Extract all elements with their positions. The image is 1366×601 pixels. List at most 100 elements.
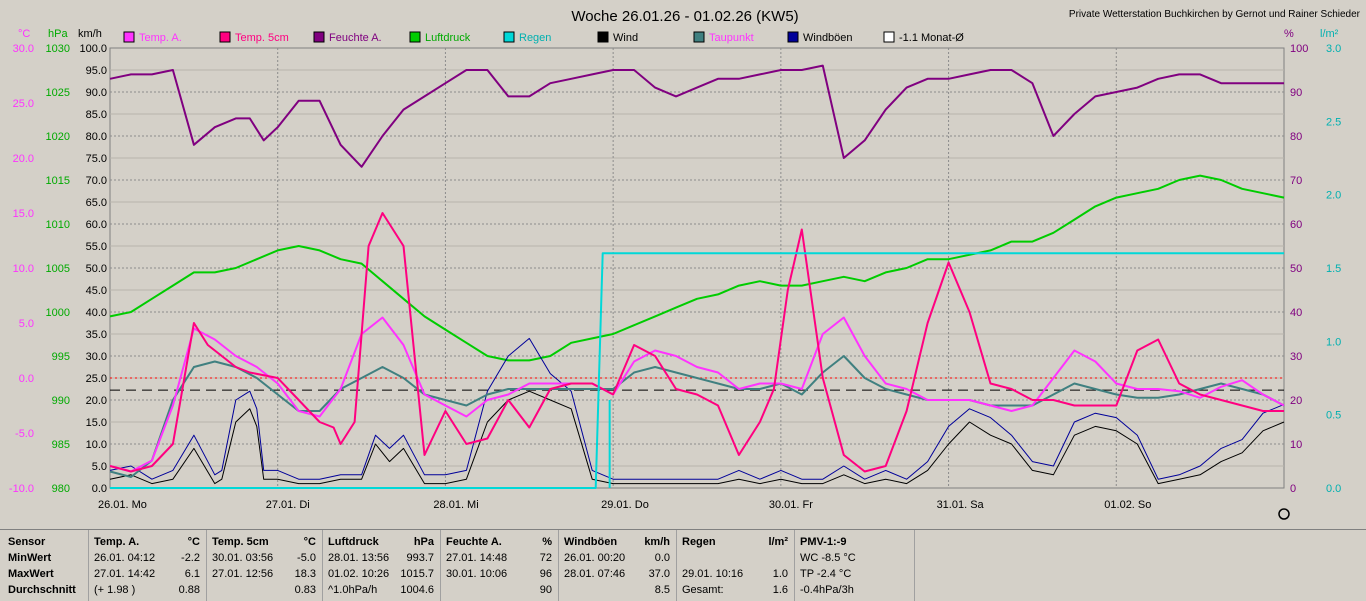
- legend-swatch: [693, 31, 705, 43]
- legend-swatch: [123, 31, 135, 43]
- table-column-unit: km/h: [644, 536, 670, 548]
- percent-tick-label: 80: [1290, 131, 1302, 143]
- table-cell-value: 72: [539, 552, 552, 564]
- table-column: PMV-1:-9 WC -8.5 °C TP -2.4 °C -0.4hPa/3h: [794, 530, 915, 601]
- rain-tick-label: 2.5: [1326, 116, 1341, 128]
- table-cell-value: 90: [539, 584, 552, 596]
- table-cell-label: -0.4hPa/3h: [800, 584, 854, 596]
- table-cell-value: 6.1: [184, 568, 200, 580]
- table-column: Windböen km/h 26.01. 00:20 0.0 28.01. 07:46 3…: [558, 530, 677, 601]
- kmh-tick-label: 45.0: [86, 285, 107, 297]
- unit-rain: l/m²: [1320, 28, 1339, 40]
- kmh-tick-label: 50.0: [86, 263, 107, 275]
- table-cell-label: 27.01. 12:56: [212, 568, 274, 580]
- table-column-unit: %: [542, 536, 552, 548]
- kmh-tick-label: 90.0: [86, 87, 107, 99]
- percent-tick-label: 0: [1290, 483, 1296, 495]
- percent-tick-label: 100: [1290, 43, 1308, 55]
- table-column-title: Luftdruck: [328, 536, 379, 548]
- rain-tick-label: 2.0: [1326, 190, 1341, 202]
- row-label-avg: Durchschnitt: [8, 584, 76, 596]
- hpa-tick-label: 990: [52, 395, 70, 407]
- legend-label: Temp. A.: [139, 32, 182, 44]
- legend-label: Temp. 5cm: [235, 32, 289, 44]
- table-cell-value: 993.7: [406, 552, 434, 564]
- day-label: 30.01. Fr: [769, 499, 813, 511]
- table-cell-value: 37.0: [648, 568, 670, 580]
- kmh-tick-label: 10.0: [86, 439, 107, 451]
- table-column-unit: l/m²: [768, 536, 788, 548]
- table-cell-value: -2.2: [181, 552, 200, 564]
- table-column: Temp. A. °C 26.01. 04:12 -2.2 27.01. 14:42 6.…: [88, 530, 207, 601]
- celsius-tick-label: 20.0: [13, 153, 34, 165]
- celsius-tick-label: -5.0: [15, 428, 34, 440]
- table-cell-label: 27.01. 14:48: [446, 552, 508, 564]
- hpa-tick-label: 1030: [46, 43, 70, 55]
- table-column-title: Temp. 5cm: [212, 536, 269, 548]
- hpa-tick-label: 1020: [46, 131, 70, 143]
- legend-label: -1.1 Monat-Ø: [899, 32, 964, 44]
- day-label: 29.01. Do: [601, 499, 649, 511]
- table-cell-label: ^1.0hPa/h: [328, 584, 378, 596]
- table-column: Feuchte A.% 27.01. 14:48 72 30.01. 10:06 96 9…: [440, 530, 559, 601]
- legend-swatch: [219, 31, 231, 43]
- celsius-tick-label: -10.0: [9, 483, 34, 495]
- table-cell-label: 27.01. 14:42: [94, 568, 156, 580]
- kmh-tick-label: 35.0: [86, 329, 107, 341]
- kmh-tick-label: 95.0: [86, 65, 107, 77]
- table-cell-value: 1.6: [772, 584, 788, 596]
- kmh-tick-label: 40.0: [86, 307, 107, 319]
- table-cell-label: WC -8.5 °C: [800, 552, 856, 564]
- kmh-tick-label: 0.0: [92, 483, 107, 495]
- hpa-tick-label: 1000: [46, 307, 70, 319]
- rain-tick-label: 0.0: [1326, 483, 1341, 495]
- row-label-max: MaxWert: [8, 568, 54, 580]
- rain-tick-label: 0.5: [1326, 410, 1341, 422]
- legend-swatch: [503, 31, 515, 43]
- percent-tick-label: 60: [1290, 219, 1302, 231]
- table-column-title: Windböen: [564, 536, 618, 548]
- day-label: 01.02. So: [1104, 499, 1151, 511]
- kmh-tick-label: 75.0: [86, 153, 107, 165]
- kmh-tick-label: 100.0: [79, 43, 107, 55]
- table-column-title: Regen: [682, 536, 716, 548]
- series-line-taupunkt: [109, 355, 1285, 478]
- celsius-tick-label: 10.0: [13, 263, 34, 275]
- table-column: Regen l/m² 29.01. 10:16 1.0 Gesamt: 1.6: [676, 530, 795, 601]
- table-cell-label: 28.01. 13:56: [328, 552, 390, 564]
- x-axis: 26.01. Mo 27.01. Di 28.01. Mi 29.01. Do 30.0…: [98, 499, 1151, 511]
- legend-swatch: [409, 31, 421, 43]
- table-cell-label: 01.02. 10:26: [328, 568, 390, 580]
- right-axes: 10090807060504030201003.02.52.01.51.00.5…: [1290, 43, 1341, 495]
- hpa-tick-label: 1005: [46, 263, 70, 275]
- hpa-tick-label: 980: [52, 483, 70, 495]
- unit-kmh: km/h: [78, 28, 102, 40]
- percent-tick-label: 10: [1290, 439, 1302, 451]
- legend-label: Feuchte A.: [329, 32, 382, 44]
- table-column-title: Temp. A.: [94, 536, 140, 548]
- kmh-tick-label: 5.0: [92, 461, 107, 473]
- kmh-tick-label: 25.0: [86, 373, 107, 385]
- table-cell-value: 96: [539, 568, 552, 580]
- hpa-tick-label: 1025: [46, 87, 70, 99]
- hpa-tick-label: 985: [52, 439, 70, 451]
- series-line-windb-en: [109, 337, 1285, 480]
- table-cell-value: 18.3: [294, 568, 316, 580]
- plot-area: [109, 47, 1285, 489]
- table-cell-value: 1015.7: [400, 568, 434, 580]
- table-cell-label: 30.01. 03:56: [212, 552, 274, 564]
- table-column-unit: °C: [303, 536, 316, 548]
- chart-title: Woche 26.01.26 - 01.02.26 (KW5): [571, 8, 798, 25]
- legend-label: Wind: [613, 32, 638, 44]
- percent-tick-label: 70: [1290, 175, 1302, 187]
- day-label: 27.01. Di: [266, 499, 310, 511]
- hpa-tick-label: 995: [52, 351, 70, 363]
- series-line-temp-a: [109, 316, 1285, 473]
- series-line-feuchte-a: [109, 64, 1284, 168]
- legend-label: Regen: [519, 32, 551, 44]
- table-column-title: PMV-1:-9: [800, 536, 847, 548]
- table-column: Luftdruck hPa 28.01. 13:56 993.7 01.02. 10:2…: [322, 530, 441, 601]
- kmh-tick-label: 60.0: [86, 219, 107, 231]
- percent-tick-label: 40: [1290, 307, 1302, 319]
- unit-celsius: °C: [18, 28, 30, 40]
